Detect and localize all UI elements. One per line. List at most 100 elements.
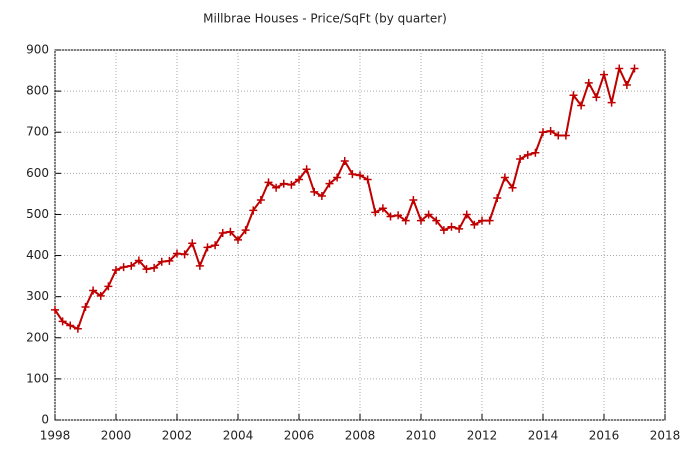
x-tick-label: 2002 xyxy=(162,429,193,443)
data-line xyxy=(54,65,636,331)
point-marker xyxy=(51,305,59,314)
point-marker xyxy=(127,261,136,270)
y-tick-label: 0 xyxy=(41,413,49,427)
point-marker xyxy=(96,291,105,300)
point-marker xyxy=(531,148,540,157)
x-tick-label: 2012 xyxy=(467,429,498,443)
point-marker xyxy=(356,171,364,180)
point-marker xyxy=(447,222,456,231)
point-marker xyxy=(439,226,448,235)
point-marker xyxy=(66,321,75,330)
point-marker xyxy=(150,263,159,272)
point-marker xyxy=(561,131,570,140)
y-tick-label: 900 xyxy=(26,43,49,57)
point-marker xyxy=(73,324,82,333)
point-marker xyxy=(485,216,494,225)
point-marker xyxy=(302,165,311,174)
point-marker xyxy=(500,173,509,182)
x-tick-label: 2008 xyxy=(345,429,376,443)
x-tick-label: 2014 xyxy=(528,429,559,443)
point-marker xyxy=(409,196,418,205)
point-marker xyxy=(89,286,98,295)
point-marker xyxy=(371,208,380,217)
point-marker xyxy=(478,216,486,225)
point-marker xyxy=(104,282,113,291)
point-marker xyxy=(592,93,601,102)
point-marker xyxy=(173,249,181,258)
y-tick-label: 400 xyxy=(26,248,49,262)
point-marker xyxy=(287,180,296,189)
point-marker xyxy=(195,261,204,270)
point-marker xyxy=(493,194,502,202)
point-marker xyxy=(58,317,67,326)
point-marker xyxy=(417,216,425,225)
x-tick-label: 2000 xyxy=(101,429,132,443)
point-marker xyxy=(310,187,319,196)
point-marker xyxy=(112,265,120,274)
y-tick-label: 800 xyxy=(26,84,49,98)
x-tick-label: 2006 xyxy=(284,429,315,443)
point-marker xyxy=(272,183,281,192)
point-marker xyxy=(432,216,441,225)
point-marker xyxy=(226,227,235,236)
point-marker xyxy=(218,228,227,237)
point-marker xyxy=(630,64,639,73)
point-marker xyxy=(378,204,387,213)
point-marker xyxy=(607,98,616,107)
point-marker xyxy=(569,91,578,100)
point-marker xyxy=(249,206,258,215)
point-marker xyxy=(295,175,303,184)
point-marker xyxy=(234,235,242,244)
x-tick-label: 1998 xyxy=(40,429,71,443)
point-marker xyxy=(81,302,90,311)
point-marker xyxy=(348,170,357,179)
point-marker xyxy=(546,126,555,135)
point-marker xyxy=(462,210,471,219)
point-marker xyxy=(279,179,288,188)
point-marker xyxy=(539,128,547,137)
point-marker xyxy=(615,64,624,73)
y-tick-label: 300 xyxy=(26,289,49,303)
x-tick-label: 2016 xyxy=(589,429,620,443)
y-tick-label: 200 xyxy=(26,330,49,344)
point-marker xyxy=(134,256,143,265)
x-tick-label: 2018 xyxy=(650,429,681,443)
point-marker xyxy=(584,78,593,87)
point-marker xyxy=(180,250,189,259)
point-marker xyxy=(211,241,220,250)
point-marker xyxy=(363,175,372,184)
point-marker xyxy=(470,220,479,229)
point-marker xyxy=(554,131,563,140)
point-marker xyxy=(401,216,410,225)
point-marker xyxy=(325,179,334,188)
chart-title: Millbrae Houses - Price/SqFt (by quarter… xyxy=(203,12,447,26)
plot-frame xyxy=(54,49,666,421)
point-marker xyxy=(424,210,433,219)
point-marker xyxy=(340,157,349,165)
point-marker xyxy=(600,70,608,79)
point-marker xyxy=(203,243,212,252)
point-marker xyxy=(516,154,525,163)
point-marker xyxy=(508,183,517,192)
y-tick-label: 500 xyxy=(26,207,49,221)
point-marker xyxy=(188,239,197,248)
y-tick-label: 100 xyxy=(26,371,49,385)
point-marker xyxy=(333,173,342,182)
point-marker xyxy=(165,256,174,265)
point-marker xyxy=(256,196,265,205)
point-marker xyxy=(455,224,464,233)
point-marker xyxy=(317,191,326,200)
point-marker xyxy=(394,211,403,220)
point-marker xyxy=(622,80,631,89)
point-marker xyxy=(119,263,128,272)
y-tick-label: 700 xyxy=(26,125,49,139)
y-tick-label: 600 xyxy=(26,166,49,180)
point-marker xyxy=(577,101,586,110)
x-tick-label: 2004 xyxy=(223,429,254,443)
point-marker xyxy=(264,178,273,187)
point-marker xyxy=(142,265,151,274)
point-marker xyxy=(157,257,166,266)
point-marker xyxy=(241,226,250,235)
point-marker xyxy=(386,212,395,221)
